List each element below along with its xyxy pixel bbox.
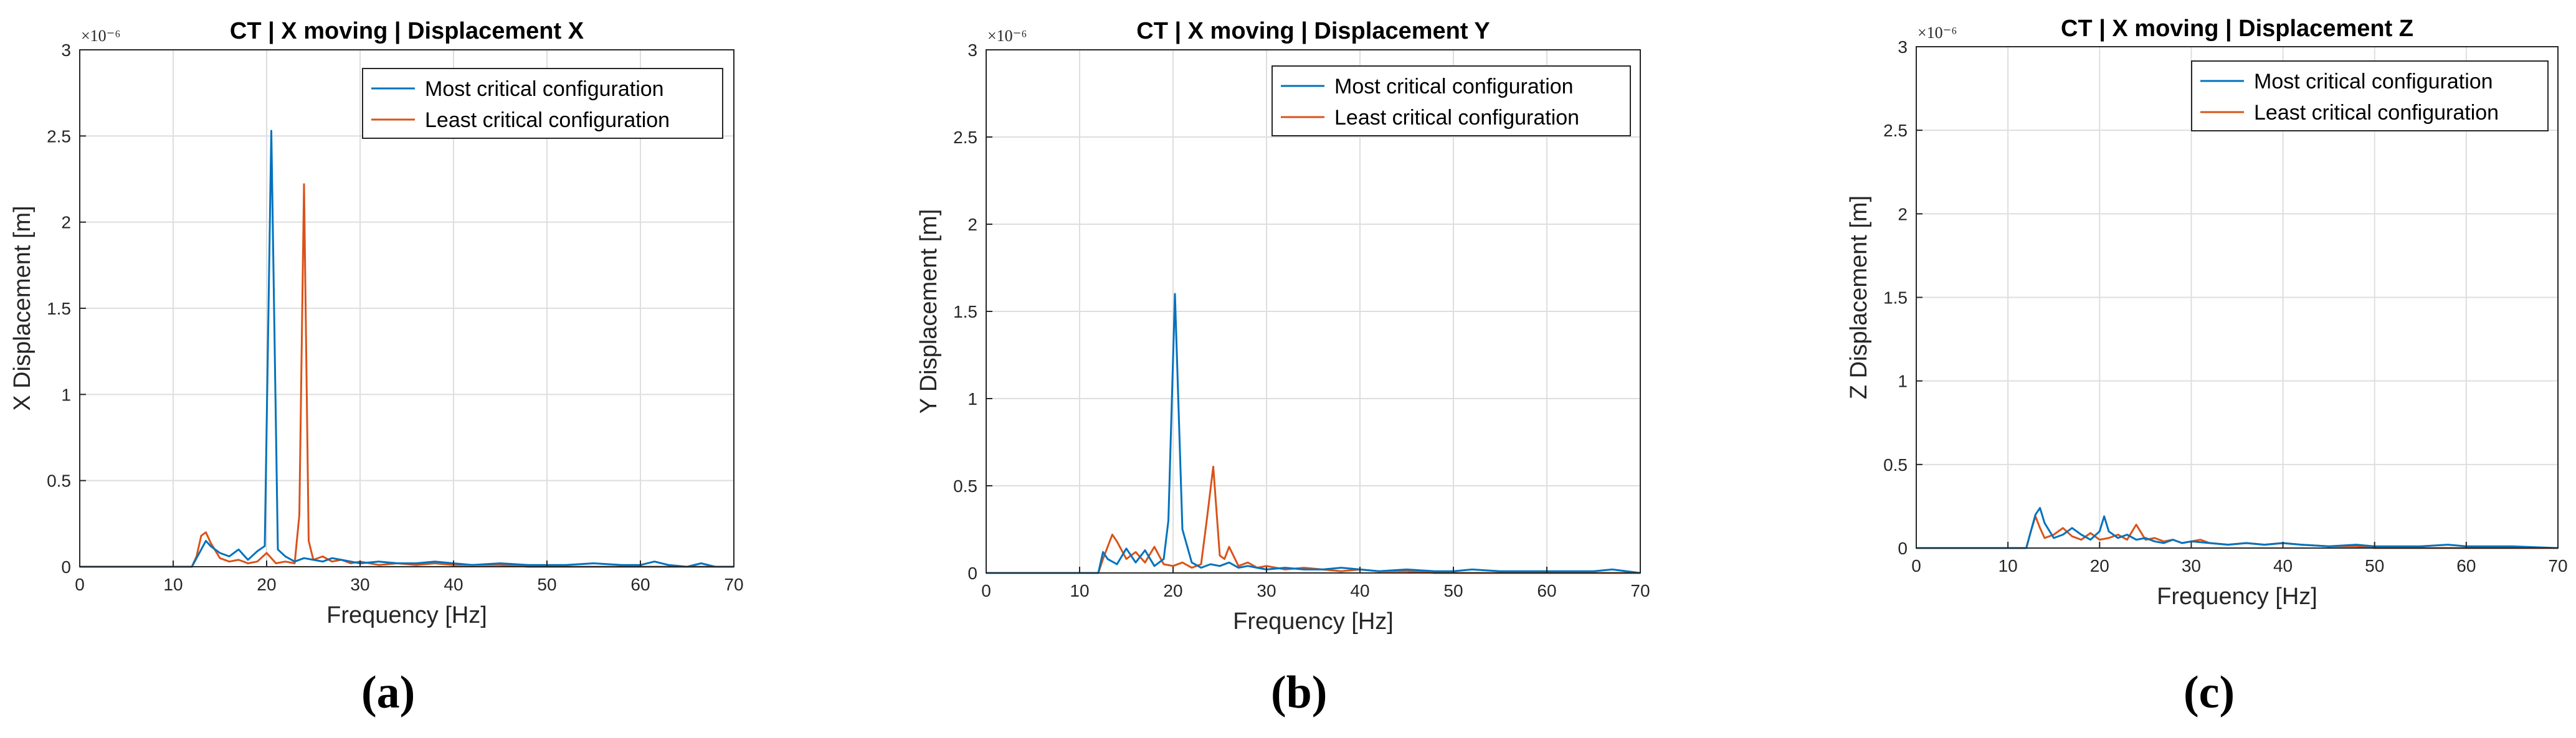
- x-tick-label: 30: [2182, 556, 2201, 575]
- legend: Most critical configuration Least critica…: [362, 68, 723, 139]
- y-tick-label: 1.5: [1883, 288, 1908, 308]
- x-tick-label: 40: [1350, 581, 1369, 600]
- x-tick-label: 20: [257, 575, 276, 594]
- chart-title: CT | X moving | Displacement X: [230, 18, 584, 44]
- legend-box: [1271, 65, 1631, 136]
- y-tick-label: 1.5: [47, 299, 71, 318]
- x-tick-label: 60: [1537, 581, 1556, 600]
- chart-displacement-y: 0 10 20 30 40 50 60 70 0 0.5 1 1.5 2 2.5 3 ×10⁻⁶ CT | X …: [916, 18, 1650, 635]
- y-exponent-label: ×10⁻⁶: [987, 27, 1027, 45]
- x-tick-label: 40: [2273, 556, 2293, 575]
- legend-label-least-critical: Least critical configuration: [425, 108, 670, 132]
- x-tick-label: 30: [350, 575, 369, 594]
- y-tick-label: 3: [967, 40, 977, 60]
- y-tick-label: 2: [967, 215, 977, 234]
- y-tick-label: 1: [1898, 372, 1908, 391]
- x-tick-label: 50: [537, 575, 556, 594]
- y-tick-label: 0.5: [1883, 455, 1908, 475]
- panel-label-a: (a): [361, 667, 416, 718]
- y-exponent-label: ×10⁻⁶: [81, 27, 120, 45]
- legend-label-most-critical: Most critical configuration: [1334, 75, 1574, 98]
- y-tick-label: 2.5: [1883, 121, 1908, 140]
- x-tick-label: 0: [981, 581, 991, 600]
- panel-label-b: (b): [1271, 667, 1328, 718]
- y-tick-label: 1: [967, 389, 977, 409]
- y-tick-label: 2: [61, 213, 71, 232]
- y-tick-label: 2: [1898, 204, 1908, 224]
- chart-displacement-x: 0 10 20 30 40 50 60 70 0 0.5 1 1.5 2 2.5 3 ×10⁻⁶ CT | X …: [9, 18, 744, 628]
- panel-label-c: (c): [2184, 667, 2235, 718]
- x-tick-label: 70: [724, 575, 743, 594]
- chart-title: CT | X moving | Displacement Z: [2061, 16, 2413, 42]
- x-tick-label: 10: [1070, 581, 1089, 600]
- legend-box: [2191, 60, 2549, 131]
- x-tick-label: 50: [2365, 556, 2384, 575]
- chart-title: CT | X moving | Displacement Y: [1136, 18, 1490, 44]
- x-tick-label: 40: [444, 575, 463, 594]
- x-tick-label: 70: [1630, 581, 1650, 600]
- y-tick-label: 2.5: [953, 128, 977, 147]
- y-tick-label: 0: [967, 564, 977, 583]
- y-axis-label: X Displacement [m]: [9, 206, 36, 410]
- x-tick-label: 50: [1443, 581, 1463, 600]
- x-tick-label: 0: [1911, 556, 1921, 575]
- y-tick-label: 3: [1898, 37, 1908, 57]
- x-tick-label: 60: [630, 575, 650, 594]
- y-tick-label: 0: [1898, 539, 1908, 558]
- legend: Most critical configuration Least critica…: [2191, 60, 2549, 131]
- legend: Most critical configuration Least critica…: [1271, 65, 1631, 136]
- y-tick-label: 0.5: [953, 476, 977, 496]
- x-tick-label: 10: [1999, 556, 2018, 575]
- y-tick-label: 1.5: [953, 302, 977, 321]
- series-line-most-critical: [1916, 507, 2559, 549]
- x-tick-label: 70: [2548, 556, 2567, 575]
- chart-displacement-z: 0 10 20 30 40 50 60 70 0 0.5 1 1.5 2 2.5 3 ×10⁻⁶ CT | X …: [1846, 16, 2568, 610]
- x-tick-label: 0: [75, 575, 85, 594]
- x-tick-label: 60: [2456, 556, 2476, 575]
- series-line-most-critical: [80, 130, 734, 568]
- x-tick-label: 10: [163, 575, 183, 594]
- legend-label-most-critical: Most critical configuration: [425, 77, 664, 101]
- y-axis-label: Z Displacement [m]: [1846, 196, 1872, 399]
- y-tick-label: 2.5: [47, 126, 71, 146]
- x-tick-label: 20: [1163, 581, 1182, 600]
- legend-label-most-critical: Most critical configuration: [2254, 70, 2493, 93]
- x-axis-label: Frequency [Hz]: [2157, 584, 2317, 610]
- x-axis-label: Frequency [Hz]: [326, 602, 487, 628]
- y-tick-label: 0.5: [47, 471, 71, 491]
- legend-box: [362, 68, 723, 139]
- y-tick-label: 3: [61, 40, 71, 60]
- legend-label-least-critical: Least critical configuration: [2254, 101, 2499, 125]
- series-line-least-critical: [986, 465, 1640, 574]
- y-tick-label: 0: [61, 557, 71, 577]
- x-tick-label: 30: [1257, 581, 1276, 600]
- legend-label-least-critical: Least critical configuration: [1334, 106, 1579, 130]
- x-tick-label: 20: [2090, 556, 2109, 575]
- y-exponent-label: ×10⁻⁶: [1918, 24, 1957, 42]
- series-line-most-critical: [986, 293, 1641, 574]
- x-axis-label: Frequency [Hz]: [1233, 608, 1394, 635]
- y-tick-label: 1: [61, 385, 71, 404]
- y-axis-label: Y Displacement [m]: [916, 209, 942, 414]
